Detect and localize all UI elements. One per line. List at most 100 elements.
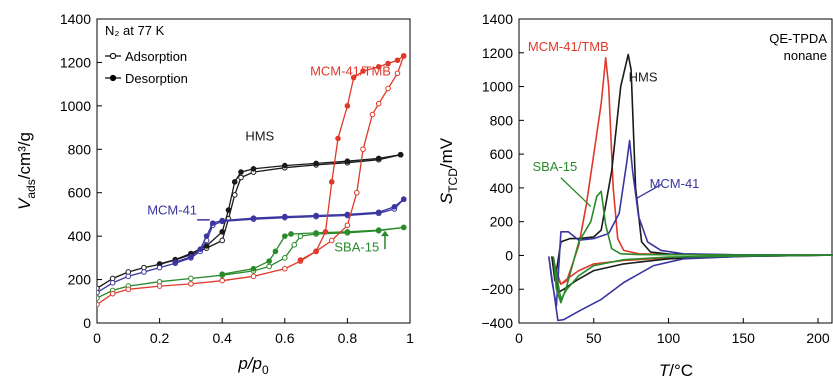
point-mcm-41-adsorption bbox=[125, 273, 132, 280]
point-mcm-41-tmb-desorption bbox=[400, 53, 407, 59]
point-mcm-41-tmb-adsorption bbox=[344, 222, 351, 229]
y-axis-label-tail: /cm³/g bbox=[15, 132, 34, 179]
point-mcm-41-tmb-adsorption bbox=[369, 111, 376, 118]
plot-area bbox=[97, 53, 407, 308]
point-mcm-41-tmb-desorption bbox=[350, 74, 357, 81]
point-hms-desorption bbox=[231, 179, 238, 185]
point-hms-adsorption bbox=[219, 237, 225, 244]
point-hms-adsorption bbox=[97, 285, 100, 292]
point-sba-15-desorption bbox=[250, 265, 257, 272]
point-sba-15-adsorption bbox=[188, 275, 194, 282]
series-label-sba-15: SBA-15 bbox=[532, 159, 577, 174]
point-mcm-41-tmb-desorption bbox=[394, 57, 401, 64]
series-line-sba-15-desorption bbox=[222, 226, 404, 275]
pointer-sba15 bbox=[560, 177, 592, 207]
chart-annotation-subtitle: nonane bbox=[784, 48, 827, 63]
point-sba-15-desorption bbox=[288, 231, 294, 237]
point-hms-desorption bbox=[250, 166, 257, 172]
point-mcm-41-desorption bbox=[313, 212, 319, 219]
y-tick-label: 600 bbox=[68, 185, 92, 201]
plot-frame bbox=[518, 18, 833, 324]
x-tick-label: 1 bbox=[406, 330, 414, 346]
legend-label-adsorption: Adsorption bbox=[125, 49, 187, 64]
legend-marker bbox=[109, 74, 117, 82]
series-label-mcm-41-tmb: MCM-41/TMB bbox=[310, 63, 391, 78]
point-mcm-41-tmb-desorption bbox=[322, 229, 329, 235]
legend-marker bbox=[109, 52, 117, 60]
x-tick-label: 0 bbox=[93, 330, 101, 346]
x-axis-label: T/°C bbox=[659, 361, 693, 380]
y-axis-label-sub: TCD bbox=[446, 168, 460, 193]
y-tick-label: 1400 bbox=[482, 11, 513, 27]
x-axis-label-main: p/p bbox=[237, 354, 262, 373]
chart-annotation-title: N₂ at 77 K bbox=[105, 23, 165, 38]
y-axis-label: STCD/mV bbox=[437, 137, 460, 204]
point-sba-15-adsorption bbox=[266, 263, 272, 270]
point-sba-15-desorption bbox=[344, 229, 351, 235]
series-label-hms: HMS bbox=[245, 129, 274, 144]
x-tick-label: 150 bbox=[732, 330, 756, 346]
x-axis-label-sub: 0 bbox=[262, 363, 269, 377]
point-mcm-41-tmb-adsorption bbox=[97, 301, 100, 308]
series-label-hms: HMS bbox=[629, 69, 658, 84]
x-tick-label: 0 bbox=[515, 330, 523, 346]
y-axis-label-main: S bbox=[437, 192, 456, 204]
point-mcm-41-tmb-desorption bbox=[328, 179, 335, 185]
series-label-mcm-41: MCM-41 bbox=[650, 176, 700, 191]
point-mcm-41-adsorption bbox=[97, 289, 100, 296]
point-sba-15-desorption bbox=[272, 248, 279, 255]
point-mcm-41-adsorption bbox=[109, 280, 116, 286]
y-tick-label: 600 bbox=[490, 146, 514, 162]
point-sba-15-adsorption bbox=[297, 233, 304, 239]
plot-area bbox=[548, 53, 833, 322]
plot-frame bbox=[96, 18, 411, 324]
point-mcm-41-tmb-adsorption bbox=[250, 273, 257, 280]
y-tick-label: 1400 bbox=[60, 11, 91, 27]
series-label-sba-15: SBA-15 bbox=[334, 239, 379, 254]
point-hms-desorption bbox=[238, 169, 244, 175]
isotherm-chart: 0 200 400 600 800 1000 1200 1400 0 0.2 0.4 0.6 0.8 1 V… bbox=[15, 11, 414, 377]
series-line-hms-desorption bbox=[159, 154, 401, 265]
point-mcm-41-tmb-adsorption bbox=[385, 85, 391, 92]
point-mcm-41-tmb-desorption bbox=[375, 63, 382, 70]
tpda-chart: −400 −200 0 200 400 600 800 1000 1200 1400 0 50 100 1… bbox=[437, 11, 833, 380]
point-sba-15-adsorption bbox=[97, 295, 100, 301]
point-sba-15-desorption bbox=[282, 233, 288, 239]
point-sba-15-desorption bbox=[400, 224, 407, 231]
point-mcm-41-desorption bbox=[375, 209, 382, 216]
series-line-sba-15 bbox=[552, 190, 833, 304]
point-mcm-41-desorption bbox=[344, 211, 351, 218]
point-sba-15-desorption bbox=[266, 258, 272, 264]
y-tick-label: 0 bbox=[83, 315, 91, 331]
point-hms-adsorption bbox=[238, 174, 244, 181]
x-tick-label: 200 bbox=[806, 330, 830, 346]
point-sba-15-adsorption bbox=[282, 255, 288, 261]
series-label-mcm-41-tmb: MCM-41/TMB bbox=[528, 39, 609, 54]
pointer-mcm41 bbox=[636, 183, 662, 199]
x-axis-label: p/p0 bbox=[237, 354, 269, 377]
y-tick-label: 0 bbox=[505, 247, 513, 263]
point-mcm-41-desorption bbox=[188, 253, 194, 260]
y-axis-label-sub: ads bbox=[24, 179, 38, 198]
point-hms-desorption bbox=[313, 160, 319, 167]
series-label-mcm-41: MCM-41 bbox=[147, 202, 197, 217]
point-mcm-41-tmb-adsorption bbox=[360, 146, 366, 153]
point-hms-desorption bbox=[282, 162, 288, 169]
point-hms-adsorption bbox=[231, 192, 238, 198]
point-mcm-41-tmb-desorption bbox=[360, 68, 366, 74]
pointer-sba15-head bbox=[380, 230, 389, 237]
point-mcm-41-tmb-desorption bbox=[385, 60, 391, 67]
point-mcm-41-tmb-adsorption bbox=[328, 237, 335, 244]
point-mcm-41-desorption bbox=[250, 215, 257, 221]
point-mcm-41-tmb-adsorption bbox=[188, 281, 194, 287]
x-tick-label: 0.4 bbox=[212, 330, 232, 346]
series-line-mcm-41-tmb bbox=[551, 57, 833, 285]
point-mcm-41-tmb-desorption bbox=[335, 135, 341, 142]
point-mcm-41-desorption bbox=[282, 213, 288, 220]
point-sba-15-desorption bbox=[375, 227, 382, 233]
y-axis-label-tail: /mV bbox=[437, 137, 456, 168]
chart-annotation-title: QE-TPDA bbox=[769, 31, 827, 46]
y-tick-label: 200 bbox=[68, 272, 92, 288]
y-axis-label: Vads/cm³/g bbox=[15, 132, 38, 210]
